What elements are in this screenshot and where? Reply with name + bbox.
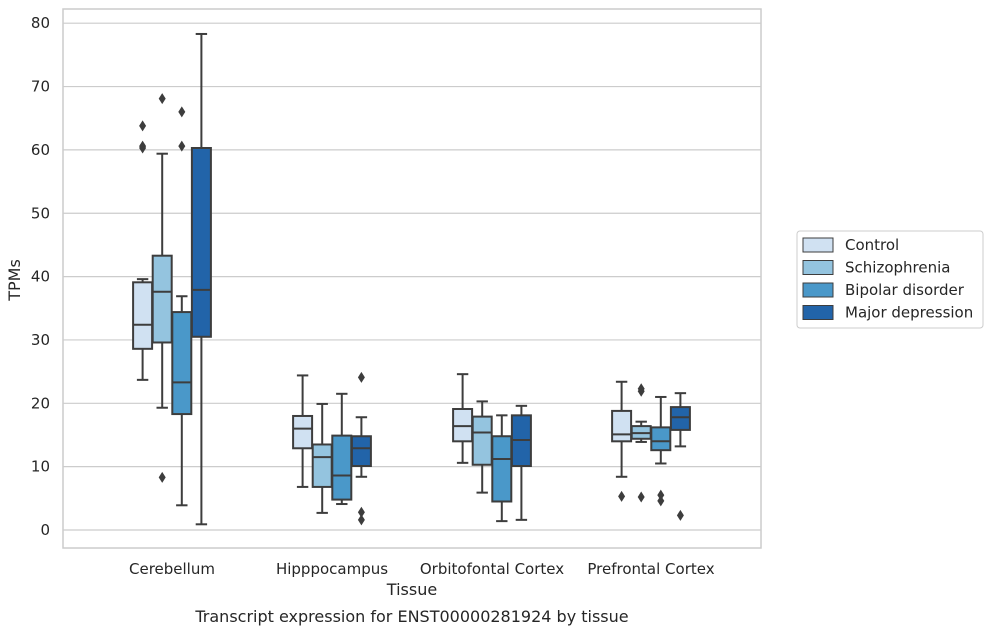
outlier-point [357,514,365,526]
outlier-point [637,383,645,395]
box-major-depression-2 [510,404,532,521]
x-tick-label: Hipppocampus [276,560,388,578]
plot-frame [62,8,762,549]
box-iqr [491,435,513,503]
outlier-point [357,506,365,518]
legend-swatch [802,282,834,298]
x-tick-label: Orbitofontal Cortex [420,560,564,578]
outlier-point [178,140,186,152]
legend-label: Bipolar disorder [845,281,965,299]
y-tick-label: 40 [31,268,50,286]
x-tick-labels: Cerebellum Hipppocampus Orbitofontal Corte… [129,560,715,578]
box-iqr [331,434,353,501]
outlier-point [637,491,645,503]
box-plots [132,32,691,526]
x-axis-title: Tissue [386,580,437,599]
legend-swatch [802,237,834,253]
box-major-depression-3 [669,392,691,521]
legend: Control Schizophrenia Bipolar disorder Majo… [796,230,984,329]
outlier-point [357,371,365,383]
box-iqr [650,426,672,452]
box-iqr [350,435,372,468]
legend-swatch [802,305,834,320]
box-iqr [471,415,493,466]
box-control-3 [611,380,633,502]
y-tick-label: 30 [31,331,50,349]
box-iqr [190,146,212,338]
box-iqr [311,443,333,488]
y-axis-title: TPMs [5,259,24,302]
y-tick-label: 70 [31,78,50,96]
outlier-point [158,471,166,483]
legend-label: Control [845,236,899,254]
y-tick-label: 80 [31,14,50,32]
chart-caption: Transcript expression for ENST0000028192… [194,607,628,626]
outlier-point [657,489,665,501]
legend-label: Major depression [845,304,973,322]
y-tick-labels: 0 10 20 30 40 50 60 70 80 [31,14,50,539]
legend-frame [796,230,984,329]
box-iqr [151,254,173,344]
box-bipolar-disorder-0 [171,106,193,507]
box-control-1 [292,374,314,488]
legend-label: Schizophrenia [845,259,950,277]
plot-background [63,9,761,548]
outlier-point [139,140,147,152]
box-major-depression-1 [350,371,372,526]
y-tick-label: 60 [31,141,50,159]
y-tick-label: 0 [40,521,50,539]
box-schizophrenia-0 [151,93,173,483]
outlier-point [676,509,684,521]
y-tick-label: 50 [31,204,50,222]
box-iqr [292,414,314,450]
box-schizophrenia-2 [471,400,493,494]
box-iqr [669,406,691,431]
outlier-point [178,106,186,118]
box-bipolar-disorder-3 [650,395,672,507]
x-tick-label: Prefrontal Cortex [587,560,714,578]
y-tick-label: 20 [31,394,50,412]
legend-swatch [802,260,834,275]
box-bipolar-disorder-1 [331,392,353,506]
outlier-point [657,495,665,507]
box-major-depression-0 [190,32,212,526]
box-iqr [171,311,193,416]
outlier-point [158,93,166,105]
box-bipolar-disorder-2 [491,414,513,523]
outlier-point [618,490,626,502]
y-tick-label: 10 [31,458,50,476]
outlier-point [139,120,147,132]
box-iqr [611,409,633,443]
x-tick-label: Cerebellum [129,560,215,578]
box-iqr [132,281,154,350]
